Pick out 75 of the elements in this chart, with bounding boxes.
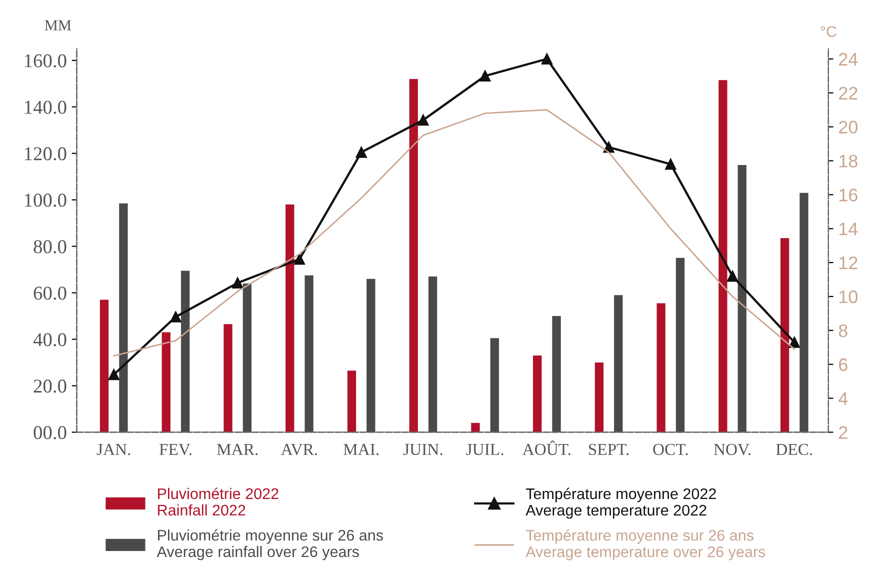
- bar: [162, 332, 170, 432]
- point: [356, 146, 367, 158]
- y-tick-label: 80.0: [34, 240, 66, 254]
- point: [232, 277, 244, 288]
- point: [665, 158, 676, 170]
- bar: [738, 164, 746, 432]
- y-tick-label: 120.0: [24, 147, 66, 160]
- bar: [100, 300, 109, 432]
- y-tick-label: 40.0: [33, 333, 66, 346]
- bar: [428, 276, 438, 432]
- x-tick-label: SEPT.: [588, 444, 629, 456]
- point: [541, 53, 552, 65]
- bar: [242, 283, 252, 432]
- point: [170, 311, 182, 322]
- bar: [347, 370, 356, 432]
- point: [294, 254, 306, 265]
- bar: [304, 275, 314, 432]
- bar: [366, 278, 376, 432]
- bar: [656, 303, 666, 432]
- bar: [676, 258, 685, 432]
- legend-label: Température moyenne sur 26 ans Average temperature over 26 years: [526, 529, 766, 560]
- bar: [718, 80, 728, 432]
- x-tick-label: AOÛT.: [522, 440, 570, 456]
- legend-label: Température moyenne 2022 Average temperature 2022: [526, 488, 716, 519]
- x-tick-label: JUIN.: [403, 444, 442, 456]
- y-tick-label: 60.0: [34, 286, 66, 300]
- y-tick-label: 160.0: [24, 54, 66, 68]
- bar: [780, 238, 790, 432]
- x-tick-label: JUIL.: [466, 444, 504, 456]
- bar: [286, 204, 294, 432]
- y2-tick-label: 4: [838, 392, 848, 405]
- y2-tick-label: 10: [840, 290, 858, 304]
- x-tick-label: DEC.: [776, 444, 812, 456]
- bar: [409, 79, 418, 432]
- x-tick-label: NOV.: [714, 444, 750, 456]
- x-tick-label: MAR.: [216, 444, 258, 456]
- bar: [552, 316, 561, 432]
- y2-axis-title: °C: [820, 26, 836, 38]
- bar: [224, 324, 232, 432]
- bar: [471, 422, 480, 432]
- legend-label: Pluviométrie moyenne sur 26 ans Average rainfall over 26 years: [156, 529, 383, 560]
- x-tick-label: JAN.: [96, 444, 130, 456]
- y2-tick-label: 12: [840, 256, 858, 270]
- bar: [594, 362, 604, 432]
- y2-tick-label: 20: [839, 120, 858, 134]
- line-series: [113, 109, 796, 357]
- x-tick-label: MAI.: [344, 444, 379, 456]
- y2-tick-label: 6: [839, 358, 848, 372]
- point: [788, 336, 800, 348]
- bar: [119, 203, 128, 432]
- point: [418, 114, 429, 126]
- bar: [490, 338, 499, 432]
- bar: [180, 270, 190, 432]
- y2-tick-label: 16: [840, 188, 858, 202]
- legend-label: Pluviométrie 2022 Rainfall 2022: [158, 488, 278, 516]
- y2-tick-label: 18: [840, 154, 858, 168]
- y2-tick-label: 2: [839, 426, 848, 439]
- y2-tick-label: 24: [839, 52, 858, 66]
- bar: [532, 356, 542, 432]
- bar: [614, 295, 623, 432]
- point: [726, 270, 738, 282]
- bar: [800, 192, 808, 432]
- x-tick-label: FEV.: [159, 444, 192, 456]
- y-axis-title: MM: [44, 20, 72, 30]
- y2-tick-label: 8: [838, 324, 848, 338]
- y-tick-label: 140.0: [24, 100, 66, 114]
- point: [479, 70, 491, 82]
- y-tick-label: 20.0: [34, 380, 66, 393]
- x-tick-label: OCT.: [653, 444, 688, 456]
- y-tick-label: 100.0: [24, 194, 66, 207]
- x-tick-label: AVR.: [281, 444, 317, 456]
- point: [108, 368, 120, 380]
- y2-tick-label: 22: [839, 86, 858, 100]
- y2-tick-label: 14: [840, 222, 858, 236]
- y-tick-label: 00.0: [34, 426, 66, 440]
